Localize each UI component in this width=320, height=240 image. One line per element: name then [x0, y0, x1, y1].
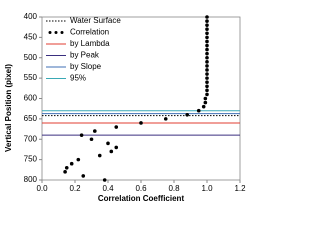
correlation-point [79, 133, 84, 137]
correlation-point [205, 19, 209, 23]
x-tick-label: 0.0 [36, 184, 48, 193]
correlation-point [205, 23, 209, 27]
correlation-point [93, 129, 97, 133]
correlation-point [205, 35, 209, 40]
correlation-point [205, 68, 209, 72]
x-tick-label: 0.6 [135, 184, 147, 193]
correlation-point [69, 161, 74, 166]
correlation-point [205, 27, 209, 32]
legend-swatch [48, 31, 52, 34]
y-tick-label: 400 [24, 12, 38, 21]
correlation-point [97, 153, 102, 158]
correlation-point [205, 80, 209, 84]
correlation-point [64, 165, 69, 170]
legend-swatch [54, 31, 58, 34]
correlation-point [205, 43, 209, 48]
correlation-point [114, 145, 119, 150]
legend-label: by Peak [70, 51, 100, 60]
x-tick-label: 1.2 [234, 184, 246, 193]
correlation-point [76, 157, 81, 162]
correlation-point [205, 76, 209, 80]
correlation-point [139, 121, 143, 125]
x-tick-label: 0.4 [102, 184, 114, 193]
legend-label: Water Surface [70, 16, 121, 25]
correlation-point [203, 100, 208, 105]
correlation-point [114, 125, 119, 129]
correlation-point [205, 47, 209, 52]
correlation-point [81, 174, 86, 178]
legend-label: 95% [70, 74, 86, 83]
y-tick-label: 550 [24, 73, 38, 82]
correlation-point [205, 51, 209, 56]
y-tick-label: 600 [24, 94, 38, 103]
correlation-point [205, 60, 209, 64]
y-tick-label: 450 [24, 32, 38, 41]
y-tick-label: 700 [24, 134, 38, 143]
y-axis-title: Vertical Position (pixel) [4, 64, 13, 152]
correlation-point [205, 15, 209, 19]
x-tick-label: 0.8 [168, 184, 180, 193]
correlation-point [205, 39, 209, 44]
background [0, 0, 254, 204]
correlation-point [205, 64, 209, 68]
legend-label: by Slope [70, 62, 102, 71]
y-tick-label: 800 [24, 175, 38, 184]
correlation-point [205, 92, 209, 97]
legend-swatch [60, 31, 64, 34]
correlation-point [102, 178, 107, 182]
chart: Vertical Position (pixel) 400 450 500 550 60… [0, 0, 254, 204]
y-tick-label: 750 [24, 155, 38, 164]
x-tick-label: 1.0 [201, 184, 213, 193]
correlation-point [63, 170, 67, 174]
correlation-point [106, 141, 110, 146]
y-tick-label: 500 [24, 53, 38, 62]
legend-label: Correlation [70, 28, 109, 37]
legend-label: by Lambda [70, 39, 110, 48]
correlation-point [163, 117, 168, 121]
correlation-point [109, 149, 114, 154]
correlation-point [185, 113, 189, 117]
correlation-point [196, 108, 201, 113]
correlation-point [205, 31, 209, 36]
correlation-point [205, 72, 209, 76]
correlation-point [203, 96, 208, 101]
correlation-point [205, 88, 209, 93]
x-axis-title: Correlation Coefficient [98, 194, 185, 203]
x-tick-label: 0.2 [69, 184, 81, 193]
correlation-point [89, 137, 94, 142]
y-tick-label: 650 [24, 114, 38, 123]
correlation-point [205, 84, 209, 89]
correlation-point [201, 104, 206, 109]
correlation-point [205, 55, 209, 60]
